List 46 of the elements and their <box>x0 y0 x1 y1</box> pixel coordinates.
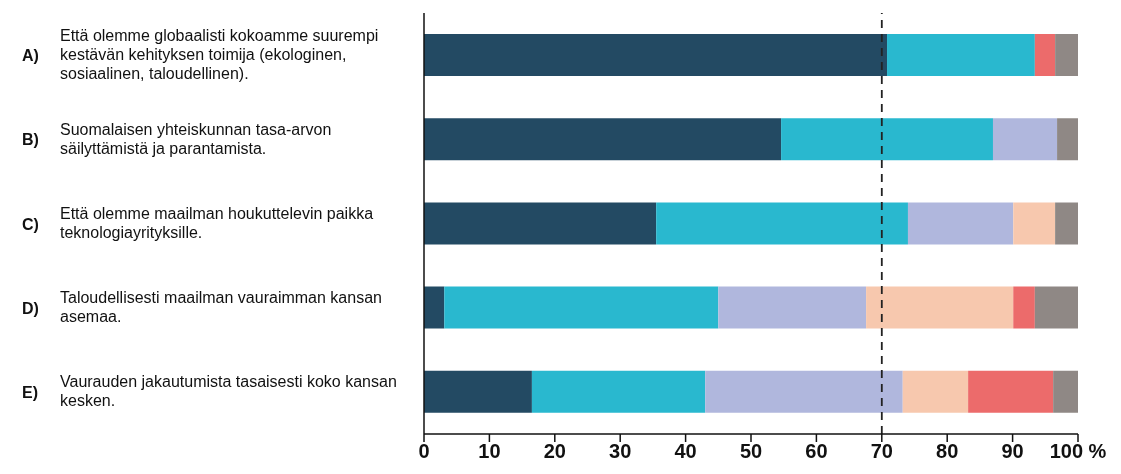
bar <box>1057 118 1078 161</box>
text: D) <box>22 299 39 317</box>
bar <box>656 202 908 245</box>
bar <box>1055 34 1078 76</box>
bar <box>1034 286 1078 329</box>
bar <box>781 118 993 161</box>
x-tick-label: 50 <box>739 440 763 463</box>
text: C) <box>22 215 39 233</box>
x-tick-label: 100 % <box>1049 440 1107 463</box>
bar <box>992 118 1058 161</box>
x-tick-label: 80 <box>936 440 959 463</box>
bar <box>1013 202 1056 245</box>
bar <box>902 370 969 413</box>
bar <box>424 202 657 245</box>
bar <box>705 370 903 413</box>
bar <box>424 370 532 413</box>
text: E) <box>22 383 38 401</box>
text: A) <box>22 47 39 65</box>
bar <box>424 34 888 76</box>
y-tick-label: Taloudellisesti maailman vauraimman kansan asemaa. <box>60 289 382 326</box>
x-tick-label: 70 <box>870 440 893 463</box>
y-tick-label: Että olemme globaalisti kokoamme suurempi kestävän kehityksen toimija (ekologinen, sosiaalinen, taloudellinen). <box>60 27 379 83</box>
x-tick-label: 40 <box>674 440 697 463</box>
bar <box>424 118 782 161</box>
x-tick-label: 30 <box>609 440 632 463</box>
x-tick-label: 0 <box>418 440 430 463</box>
bar <box>444 286 719 329</box>
y-tick-label: Että olemme maailman houkuttelevin paikka teknologiayrityksille. <box>60 205 374 241</box>
text: B) <box>22 131 39 149</box>
x-tick-label: 20 <box>543 440 566 463</box>
bar <box>718 286 867 329</box>
bar <box>424 286 445 329</box>
y-tick-label: Suomalaisen yhteiskunnan tasa-arvon säilyttämistä ja parantamista. <box>60 120 332 157</box>
bar <box>531 370 706 413</box>
x-tick-label: 10 <box>478 440 501 463</box>
bar <box>968 370 1054 413</box>
bar <box>1034 34 1056 76</box>
bar <box>1013 286 1035 329</box>
bar <box>866 286 1014 329</box>
x-tick-label: 60 <box>805 440 828 463</box>
y-tick-label: Vaurauden jakautumista tasaisesti koko kansan kesken. <box>60 373 397 410</box>
bar <box>887 34 1035 76</box>
bar <box>1055 202 1078 245</box>
x-tick-label: 90 <box>1001 440 1024 463</box>
bar <box>1053 370 1078 413</box>
bar <box>907 202 1014 245</box>
